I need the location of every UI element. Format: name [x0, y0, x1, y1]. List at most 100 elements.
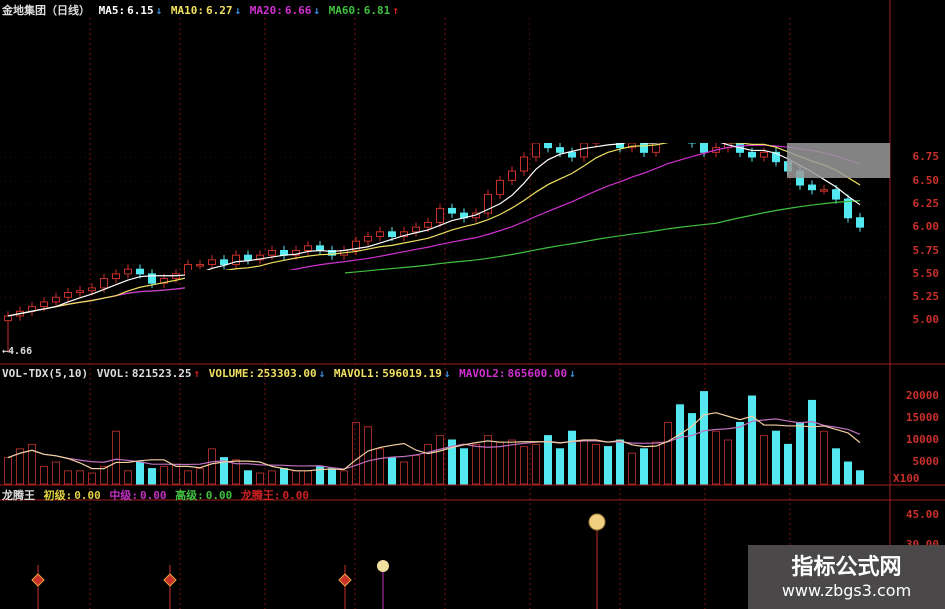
mavol1-arrow: ↓ [443, 367, 451, 380]
ma10-label: MA10: [170, 4, 204, 17]
volume-bar [496, 441, 504, 485]
candle-body [424, 221, 432, 228]
volume-bar [520, 446, 528, 485]
volume-bar [772, 430, 780, 485]
volume-bar [640, 448, 648, 485]
candle-body [748, 151, 756, 158]
volume-bar [376, 448, 384, 485]
volume-bar [856, 470, 864, 485]
price-header: 金地集团（日线） MA5: 6.15 ↓ MA10: 6.27 ↓ MA20: 6.66 ↓… [2, 2, 401, 18]
candle-body [544, 142, 552, 149]
level3-label: 高级: [175, 489, 204, 502]
volume-bar [100, 465, 108, 485]
candle-body [364, 235, 372, 242]
candle-body [64, 292, 72, 298]
candle-body [376, 231, 384, 237]
volume-arrow: ↓ [318, 367, 326, 380]
level4-label: 龙腾王: [240, 489, 281, 502]
volume-bar [844, 461, 852, 485]
level2-label: 中级: [109, 489, 138, 502]
volume-bar [160, 465, 168, 485]
level1-value: 0.00 [74, 489, 101, 502]
volume-bar [580, 439, 588, 485]
mask-area [185, 270, 345, 363]
volume-bar [808, 399, 816, 485]
vvol-arrow: ↑ [193, 367, 201, 380]
volume-bar [460, 448, 468, 485]
candle-body [820, 189, 828, 192]
volume-bar [424, 443, 432, 485]
mavol2-arrow: ↓ [569, 367, 576, 380]
volume-bar [196, 468, 204, 485]
candle-body [352, 240, 360, 251]
signal-star-icon [163, 573, 177, 587]
candle-body [88, 287, 96, 292]
candle-body [304, 245, 312, 251]
volume-bar [748, 395, 756, 485]
volume-bar [340, 470, 348, 485]
volume-bar [40, 465, 48, 485]
ma10-value: 6.27 [206, 4, 233, 17]
candle-body [772, 151, 780, 163]
volume-bar [148, 468, 156, 485]
volume-bar [700, 391, 708, 485]
mavol1-label: MAVOL1: [333, 367, 381, 380]
volume-tick: 10000 [905, 433, 939, 446]
level4-value: 0.00 [282, 489, 310, 502]
volume-bar [688, 413, 696, 485]
volume-bar [736, 421, 744, 485]
ma20-label: MA20: [249, 4, 283, 17]
mavol2-label: MAVOL2: [459, 367, 506, 380]
candle-body [124, 268, 132, 275]
volume-bar [628, 452, 636, 485]
candle-body [268, 250, 276, 256]
volume-bar [328, 468, 336, 485]
indicator-name: 龙腾王 [2, 489, 35, 502]
volume-indicator-name: VOL-TDX(5,10) [2, 367, 89, 380]
volume-bar [544, 435, 552, 485]
volume-bar [400, 461, 408, 485]
volume-bar [268, 470, 276, 485]
volume-bar [676, 404, 684, 485]
candle-body [568, 151, 576, 158]
candle-body [112, 273, 120, 280]
ma60-label: MA60: [328, 4, 362, 17]
indicator-header: 龙腾王 初级: 0.00 中级: 0.00 高级: 0.00 龙腾王: 0.00 [2, 487, 311, 503]
candle-body [520, 156, 528, 172]
candle-body [808, 184, 816, 191]
volume-bar [244, 470, 252, 485]
volume-bar [796, 421, 804, 485]
volume-bar [280, 468, 288, 485]
candle-body [508, 170, 516, 181]
volume-bar [652, 441, 660, 485]
indicator-tick: 45.00 [905, 508, 939, 521]
stock-title: 金地集团（日线） [2, 4, 90, 17]
volume-bar [112, 430, 120, 485]
ma20-line [7, 144, 861, 317]
mask-area [530, 17, 787, 143]
volume-bar [388, 457, 396, 485]
price-tick: 6.00 [912, 220, 940, 233]
candle-body [832, 189, 840, 200]
volume-bar [292, 470, 300, 485]
candle-body [412, 226, 420, 233]
candle-body [136, 268, 144, 275]
volume-bar [604, 446, 612, 485]
volume-tick: 5000 [912, 455, 940, 468]
candle-body [76, 290, 84, 294]
volume-bar [232, 459, 240, 485]
mavol2-value: 865600.00 [507, 367, 568, 380]
ma5-label: MA5: [98, 4, 126, 17]
candle-body [484, 193, 492, 214]
candle-body [40, 301, 48, 308]
volume-bar [64, 470, 72, 485]
signal-star-icon [31, 573, 45, 587]
vvol-value: 821523.25 [131, 367, 192, 380]
candle-body [556, 147, 564, 153]
price-tick: 5.50 [912, 267, 940, 280]
volume-bar [784, 443, 792, 485]
ma60-arrow: ↑ [392, 4, 399, 17]
candle-body [640, 142, 648, 153]
